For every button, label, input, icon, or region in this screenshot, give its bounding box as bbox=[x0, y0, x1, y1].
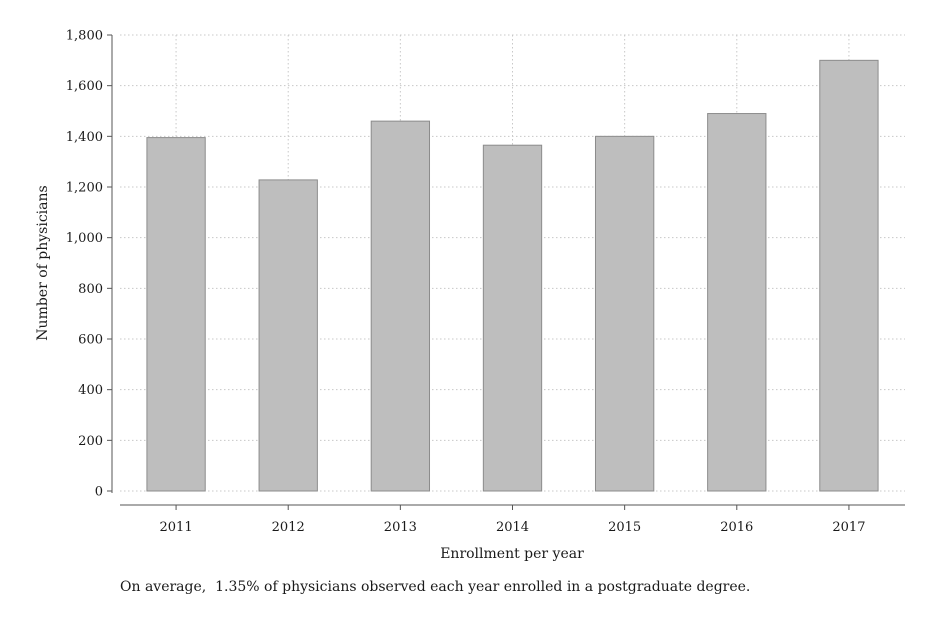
y-tick-label: 1,600 bbox=[66, 79, 103, 94]
bars bbox=[146, 59, 879, 492]
x-tick-label: 2016 bbox=[720, 520, 753, 535]
x-tick-label: 2014 bbox=[496, 520, 529, 535]
x-tick-label: 2015 bbox=[608, 520, 641, 535]
y-axis-title: Number of physicians bbox=[35, 185, 51, 340]
y-tick-label: 200 bbox=[78, 434, 103, 449]
bar-2014 bbox=[482, 144, 543, 492]
bar-2017 bbox=[819, 59, 879, 492]
y-tick-label: 1,800 bbox=[66, 29, 103, 44]
x-ticks: 2011 2012 2013 2014 2015 2016 2017 bbox=[160, 505, 865, 535]
x-tick-label: 2013 bbox=[384, 520, 417, 535]
y-tick-label: 600 bbox=[78, 333, 103, 348]
bar-2016 bbox=[707, 113, 767, 492]
y-tick-label: 400 bbox=[78, 383, 103, 398]
bar-2012 bbox=[258, 179, 318, 492]
y-tick-label: 800 bbox=[78, 282, 103, 297]
y-ticks: 0 200 400 600 800 1,000 1,200 1,400 1,600 1,800 bbox=[66, 29, 112, 500]
x-tick-label: 2017 bbox=[832, 520, 865, 535]
y-tick-label: 1,000 bbox=[66, 231, 103, 246]
y-tick-label: 1,400 bbox=[66, 130, 103, 145]
y-tick-label: 0 bbox=[95, 485, 103, 500]
x-tick-label: 2011 bbox=[160, 520, 193, 535]
x-axis-title: Enrollment per year bbox=[440, 546, 584, 562]
bar-2013 bbox=[370, 120, 431, 492]
footnote: On average, 1.35% of physicians observed… bbox=[120, 579, 750, 595]
y-tick-label: 1,200 bbox=[66, 181, 103, 196]
x-tick-label: 2012 bbox=[272, 520, 305, 535]
bar-2015 bbox=[594, 135, 655, 492]
bar-2011 bbox=[146, 137, 206, 492]
